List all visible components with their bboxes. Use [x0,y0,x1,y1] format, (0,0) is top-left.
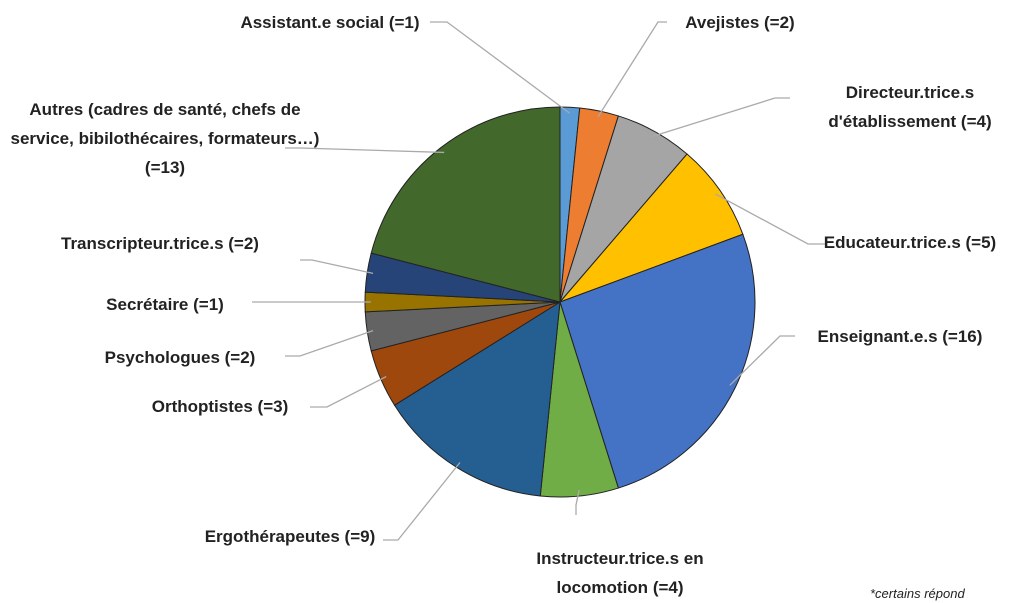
category-name: Psychologues [104,348,220,367]
slice-label: Directeur.trice.s d'établissement (=4) [790,78,1030,136]
leader-line [714,193,825,245]
slice-label: Assistant.e social (=1) [220,8,440,37]
pie-slice [370,106,561,303]
category-name: Ergothérapeutes [204,527,340,546]
leader-line [310,376,387,408]
leader-line [575,490,580,515]
note: *certains répond [870,586,965,601]
value-label: (=2) [224,348,256,367]
category-name: Orthoptistes [151,397,253,416]
leader-line [430,21,570,114]
slice-label: Ergothérapeutes (=9) [190,522,390,551]
leader-line [300,259,374,274]
slice-label: Avejistes (=2) [640,8,840,37]
category-name: Enseignant.e.s [817,327,938,346]
leader-line [383,462,461,541]
category-name: Directeur.trice.s d'établissement [828,83,975,131]
category-name: Assistant.e social [240,13,385,32]
category-name: Educateur.trice.s [823,233,961,252]
slice-label: Enseignant.e.s (=16) [785,322,1015,351]
leader-line [597,21,667,118]
slice-label: Psychologues (=2) [60,343,300,372]
value-label: (=1) [388,13,420,32]
slice-label: Secrétaire (=1) [65,290,265,319]
leader-line [285,330,374,357]
slice-label: Transcripteur.trice.s (=2) [10,229,310,258]
category-name: Transcripteur.trice.s [61,234,224,253]
value-label: (=13) [144,158,186,177]
category-name: Secrétaire [106,295,189,314]
value-label: (=3) [257,397,289,416]
leader-line [285,147,445,154]
category-name: Avejistes [685,13,760,32]
category-name: Autres (cadres de santé, chefs de servic… [10,100,320,148]
value-label: (=16) [942,327,983,346]
slice-label: Instructeur.trice.s en locomotion (=4) [505,544,735,602]
value-label: (=5) [965,233,997,252]
value-label: (=9) [344,527,376,546]
value-label: (=2) [228,234,259,253]
value-label: (=4) [652,578,684,597]
slice-label: Orthoptistes (=3) [100,392,340,421]
pie-slice [393,301,561,497]
leader-line [651,97,790,138]
value-label: (=1) [193,295,224,314]
slice-label: Educateur.trice.s (=5) [810,228,1010,257]
value-label: (=4) [960,112,992,131]
value-label: (=2) [764,13,795,32]
slice-label: Autres (cadres de santé, chefs de servic… [5,95,325,182]
pie-slice [559,233,756,489]
category-name: Instructeur.trice.s en locomotion [536,549,704,597]
pie-slice [558,153,744,304]
leader-line [729,335,795,386]
